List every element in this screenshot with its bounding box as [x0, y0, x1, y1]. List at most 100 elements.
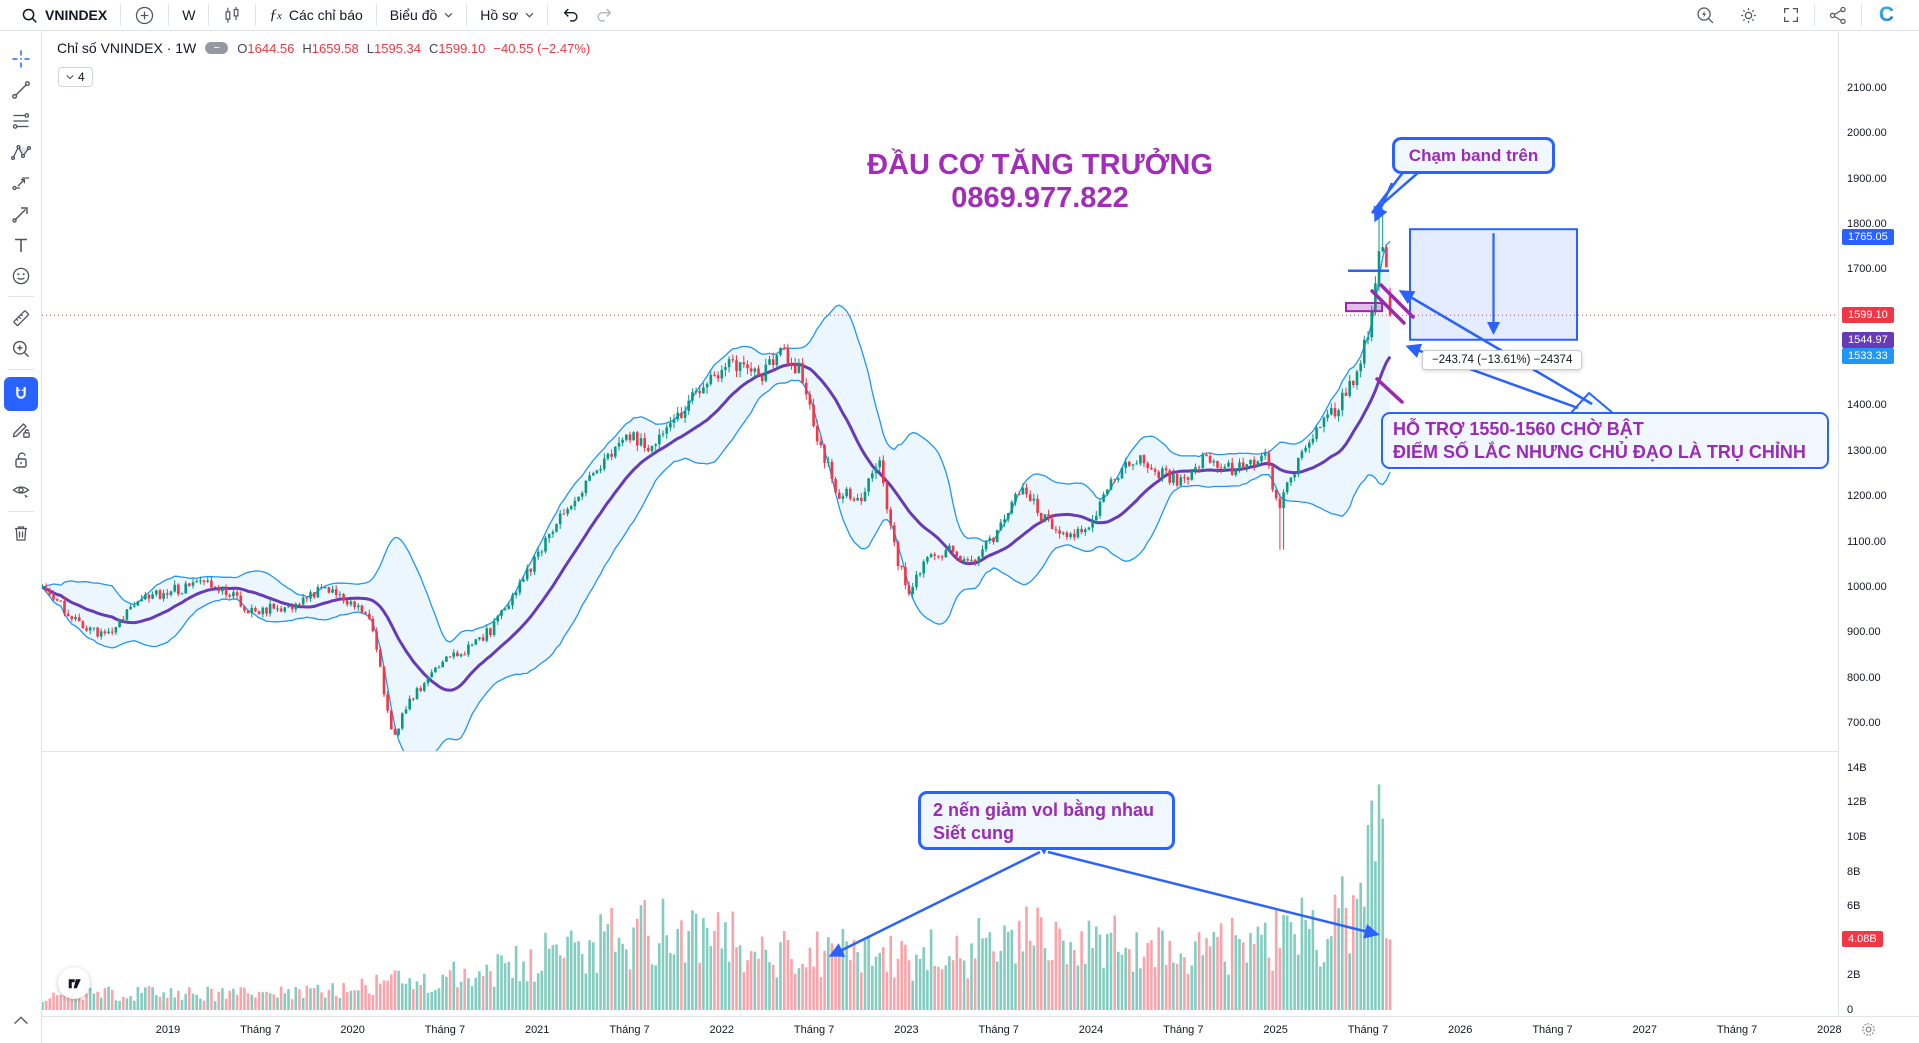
high-value: 1659.58 [311, 40, 359, 56]
timeframe-button[interactable]: W [171, 0, 206, 30]
toolbar-separator [466, 4, 468, 26]
legend-hide-button[interactable]: − [205, 42, 229, 54]
cursor-cross-tool[interactable] [4, 43, 38, 74]
tradingview-logo[interactable] [58, 967, 90, 999]
gear-icon [1738, 5, 1759, 26]
pattern-tool[interactable] [4, 136, 38, 167]
magnet-tool[interactable] [3, 377, 38, 411]
app-logo[interactable]: C [1864, 0, 1909, 30]
axis-settings-button[interactable] [1854, 1020, 1883, 1039]
layout-label: Biểu đồ [389, 7, 438, 23]
time-label: Tháng 7 [793, 1024, 835, 1036]
symbol-name: VNINDEX [45, 7, 108, 23]
plus-circle-icon [134, 5, 155, 26]
price-tick: 1800.00 [1847, 218, 1887, 231]
price-tick: 800.00 [1847, 671, 1881, 684]
time-label: 2021 [524, 1024, 550, 1036]
indicators-count: 4 [78, 70, 85, 84]
symbol-search-button[interactable]: VNINDEX [10, 0, 118, 30]
time-label: 2024 [1078, 1024, 1104, 1036]
search-icon [21, 7, 38, 24]
time-label: Tháng 7 [609, 1024, 650, 1036]
callout-band-touch[interactable]: Chạm band trên [1392, 137, 1555, 174]
indicators-collapse-button[interactable]: 4 [58, 67, 93, 87]
quick-search-button[interactable] [1684, 0, 1727, 30]
purple-channel[interactable] [1370, 283, 1415, 404]
price-tick: 1900.00 [1847, 172, 1887, 185]
compare-add-button[interactable] [123, 0, 166, 30]
toolbar-separator [547, 4, 549, 26]
fib-retracement-tool[interactable] [4, 105, 38, 136]
time-label: Tháng 7 [1347, 1024, 1389, 1036]
share-button[interactable] [1817, 0, 1859, 30]
time-axis[interactable]: 2019 Tháng 7 2020 Tháng 7 2021 Tháng 7 2022 Thá… [42, 1016, 1919, 1043]
time-label: 2022 [709, 1024, 735, 1036]
support-rect[interactable] [1345, 301, 1383, 313]
arrow-marker-tool[interactable] [4, 198, 38, 229]
text-tool[interactable] [4, 229, 38, 260]
price-tick: 900.00 [1847, 626, 1881, 639]
low-label: L [366, 40, 374, 56]
toolbar-separator [1813, 4, 1815, 26]
toolbar-separator [168, 4, 170, 26]
candles-icon [222, 5, 242, 25]
price-tick: 1200.00 [1847, 490, 1887, 503]
time-label: Tháng 7 [1532, 1024, 1573, 1036]
high-label: H [302, 40, 312, 56]
measure-tool[interactable] [1409, 228, 1578, 341]
price-tick: 1300.00 [1847, 444, 1887, 457]
low-value: 1595.34 [374, 40, 421, 56]
projection-tool[interactable] [4, 167, 38, 198]
callout-support-line2: ĐIỂM SỐ LẮC NHƯNG CHỦ ĐẠO LÀ TRỤ CHỈNH [1393, 442, 1806, 462]
delete-tool[interactable] [4, 517, 38, 548]
open-value: 1644.56 [247, 40, 295, 56]
price-axis[interactable]: 2100.00 2000.00 1900.00 1800.00 1700.00 1400.… [1838, 31, 1919, 1016]
profile-menu-button[interactable]: Hồ sơ [469, 0, 545, 30]
time-label: Tháng 7 [240, 1024, 281, 1036]
time-label: 2027 [1632, 1024, 1658, 1036]
chevron-down-icon [444, 12, 453, 18]
chevron-down-icon [525, 12, 534, 18]
toolbar-left: VNINDEX W ƒx Các chỉ báo [10, 0, 625, 30]
time-label: Tháng 7 [424, 1024, 466, 1036]
time-label: 2025 [1263, 1024, 1288, 1036]
layout-menu-button[interactable]: Biểu đồ [379, 0, 464, 30]
open-label: O [237, 40, 248, 56]
zoom-in-tool[interactable] [4, 333, 38, 364]
fullscreen-button[interactable] [1770, 0, 1812, 30]
time-label: 2026 [1447, 1024, 1473, 1036]
chart-style-button[interactable] [211, 0, 253, 30]
toolbar-separator [120, 4, 122, 26]
price-tick: 2000.00 [1847, 127, 1887, 140]
redo-icon [594, 5, 614, 25]
price-tick: 1100.00 [1847, 535, 1886, 548]
volume-series [42, 784, 1392, 1010]
callout-support-line1: HỖ TRỢ 1550-1560 CHỜ BẬT [1393, 419, 1644, 439]
hide-drawings-tool[interactable] [4, 475, 38, 506]
sidebar-separator [7, 511, 34, 512]
price-badge: 1544.97 [1842, 332, 1894, 348]
settings-button[interactable] [1727, 0, 1770, 30]
undo-button[interactable] [550, 0, 592, 30]
indicators-button[interactable]: ƒx Các chỉ báo [258, 0, 373, 30]
emoji-tool[interactable] [4, 260, 38, 291]
draw-lock-tool[interactable] [4, 413, 38, 444]
volume-tick: 8B [1847, 865, 1861, 878]
time-label: Tháng 7 [978, 1024, 1019, 1036]
lock-all-tool[interactable] [4, 444, 38, 475]
callout-support[interactable]: HỖ TRỢ 1550-1560 CHỜ BẬT ĐIỂM SỐ LẮC NHƯ… [1381, 412, 1829, 469]
redo-button[interactable] [592, 0, 625, 30]
trend-line-tool[interactable] [4, 74, 38, 105]
toolbar-separator [255, 4, 257, 26]
callout-volume[interactable]: 2 nến giảm vol bằng nhau Siết cung [918, 791, 1175, 850]
collapse-toolbar-button[interactable] [4, 1004, 38, 1035]
callout-volume-line1: 2 nến giảm vol bằng nhau [933, 800, 1155, 820]
ruler-tool[interactable] [4, 302, 38, 333]
volume-tick: 10B [1847, 831, 1867, 843]
symbol-legend: Chỉ số VNINDEX · 1W − O1644.56 H1659.58 … [57, 40, 590, 56]
lightning-search-icon [1695, 5, 1716, 26]
toolbar-right: C [1684, 0, 1909, 30]
bollinger-bands [42, 240, 1392, 751]
legend-title[interactable]: Chỉ số VNINDEX · 1W [57, 40, 197, 56]
